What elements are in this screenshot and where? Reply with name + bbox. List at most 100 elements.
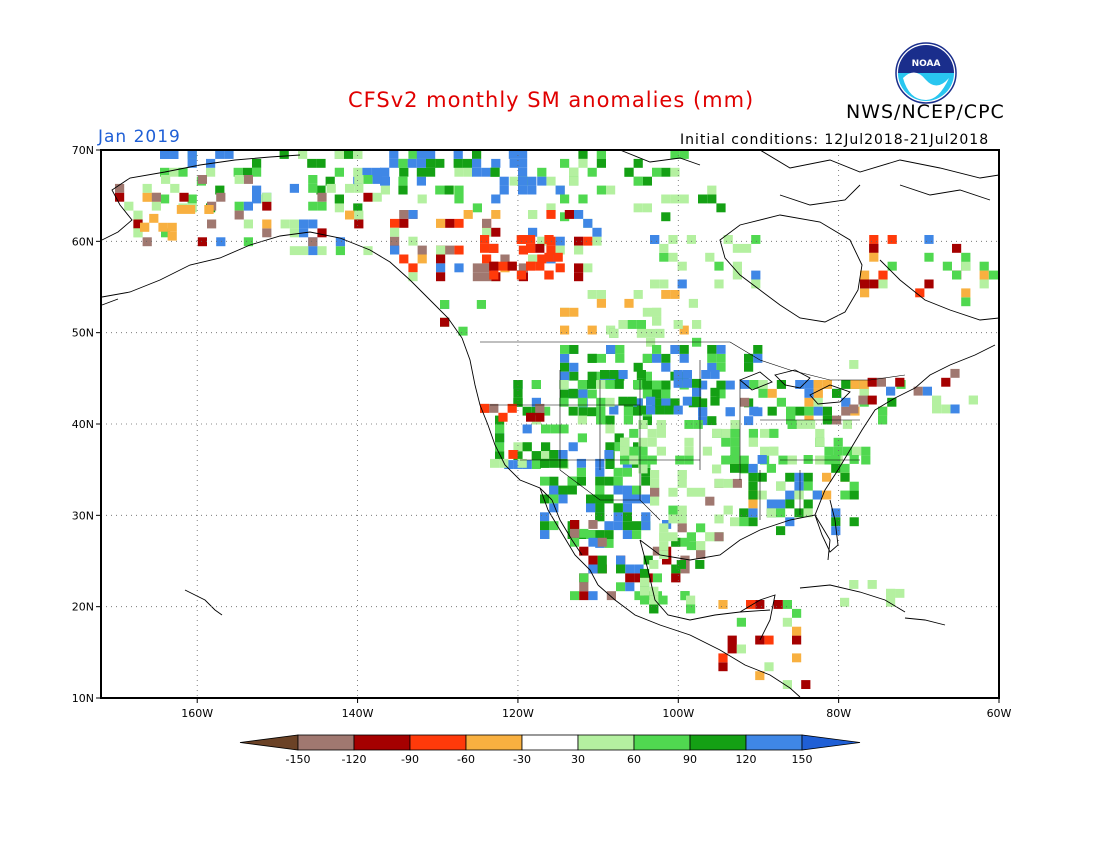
anomaly-cell <box>831 455 841 464</box>
anomaly-cell <box>627 320 637 329</box>
anomaly-cell <box>642 203 652 213</box>
anomaly-cell <box>634 564 644 574</box>
coastline-segment <box>597 584 801 698</box>
anomaly-cell <box>531 397 541 407</box>
anomaly-cell <box>804 380 814 389</box>
anomaly-cell <box>544 270 554 280</box>
anomaly-cell <box>887 261 897 271</box>
anomaly-cell <box>243 201 253 211</box>
anomaly-cell <box>560 362 570 372</box>
coastline-segment <box>739 594 776 641</box>
anomaly-cell <box>398 158 408 168</box>
anomaly-cell <box>262 192 272 202</box>
anomaly-cell <box>540 512 550 522</box>
anomaly-cell <box>390 236 400 246</box>
anomaly-cell <box>659 523 669 533</box>
anomaly-cell <box>622 521 632 531</box>
anomaly-cell <box>852 446 862 456</box>
anomaly-cell <box>509 176 519 186</box>
anomaly-cell <box>570 528 580 538</box>
anomaly-cell <box>595 503 605 513</box>
anomaly-cell <box>169 150 179 159</box>
anomaly-cell <box>558 494 568 504</box>
anomaly-cell <box>613 476 623 486</box>
anomaly-cell <box>133 219 143 229</box>
anomaly-cell <box>753 345 763 354</box>
lat-tick-label: 10N <box>72 692 94 705</box>
anomaly-cell <box>767 406 777 416</box>
anomaly-cell <box>489 403 499 413</box>
anomaly-cell <box>587 407 597 417</box>
anomaly-cell <box>606 185 616 195</box>
anomaly-cell <box>600 370 610 379</box>
anomaly-cell <box>499 185 509 195</box>
anomaly-cell <box>389 150 399 159</box>
anomaly-cell <box>776 526 786 536</box>
anomaly-cell <box>609 405 619 415</box>
anomaly-cell <box>686 604 696 614</box>
anomaly-cell <box>718 600 728 609</box>
anomaly-cell <box>642 176 652 186</box>
anomaly-cell <box>661 353 671 363</box>
anomaly-cell <box>436 272 446 282</box>
anomaly-cell <box>849 490 859 500</box>
anomaly-cell <box>560 212 570 222</box>
coastline-segment <box>759 149 1000 179</box>
anomaly-cell <box>831 463 841 473</box>
anomaly-cell <box>308 201 318 211</box>
anomaly-cell <box>435 158 445 168</box>
anomaly-cell <box>751 270 761 280</box>
anomaly-cell <box>555 263 565 273</box>
anomaly-cell <box>609 328 619 338</box>
anomaly-cell <box>723 235 733 244</box>
anomaly-cell <box>769 428 779 438</box>
anomaly-cell <box>698 407 708 417</box>
anomaly-cell <box>344 150 354 159</box>
anomaly-cell <box>482 227 492 237</box>
anomaly-cell <box>499 176 509 186</box>
anomaly-cell <box>472 263 482 273</box>
anomaly-cell <box>363 175 373 184</box>
anomaly-cell <box>408 236 418 246</box>
anomaly-cell <box>710 387 720 397</box>
anomaly-cell <box>950 368 960 378</box>
coastline-segment <box>809 384 851 405</box>
anomaly-cell <box>540 476 550 486</box>
anomaly-cell <box>751 279 761 289</box>
anomaly-cell <box>670 167 680 177</box>
anomaly-cell <box>840 490 850 500</box>
anomaly-cell <box>640 577 650 587</box>
lat-tick-label: 30N <box>72 509 94 522</box>
anomaly-cell <box>482 254 492 264</box>
anomaly-cell <box>832 388 842 398</box>
anomaly-cell <box>435 185 445 195</box>
anomaly-cell <box>560 353 570 363</box>
anomaly-cell <box>656 420 666 429</box>
anomaly-cell <box>671 564 681 574</box>
lon-tick-label: 120W <box>502 707 534 720</box>
anomaly-cell <box>632 494 642 504</box>
anomaly-cell <box>785 517 795 527</box>
anomaly-cell <box>243 219 253 229</box>
anomaly-cell <box>216 237 226 247</box>
legend-swatch <box>409 734 467 751</box>
coastline-segment <box>184 589 223 616</box>
anomaly-cell <box>426 158 436 168</box>
lon-tick-label: 160W <box>181 707 213 720</box>
anomaly-cell <box>767 388 777 398</box>
anomaly-cell <box>578 150 588 159</box>
anomaly-cell <box>458 326 468 336</box>
anomaly-cell <box>578 407 588 417</box>
anomaly-cell <box>670 398 680 408</box>
lat-tick-label: 50N <box>72 327 94 340</box>
anomaly-cell <box>707 185 717 195</box>
anomaly-cell <box>698 398 708 408</box>
anomaly-cell <box>560 371 570 381</box>
anomaly-cell <box>792 635 802 645</box>
anomaly-cell <box>841 406 851 416</box>
anomaly-cell <box>785 499 795 509</box>
anomaly-cell <box>408 272 418 282</box>
anomaly-cell <box>714 279 724 289</box>
legend-swatch <box>801 734 861 751</box>
anomaly-cell <box>650 235 660 244</box>
